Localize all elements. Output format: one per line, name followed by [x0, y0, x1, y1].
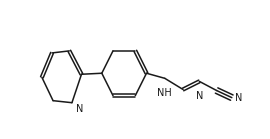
Text: N: N [196, 91, 203, 101]
Text: N: N [76, 104, 83, 114]
Text: NH: NH [157, 88, 172, 98]
Text: N: N [235, 93, 243, 103]
